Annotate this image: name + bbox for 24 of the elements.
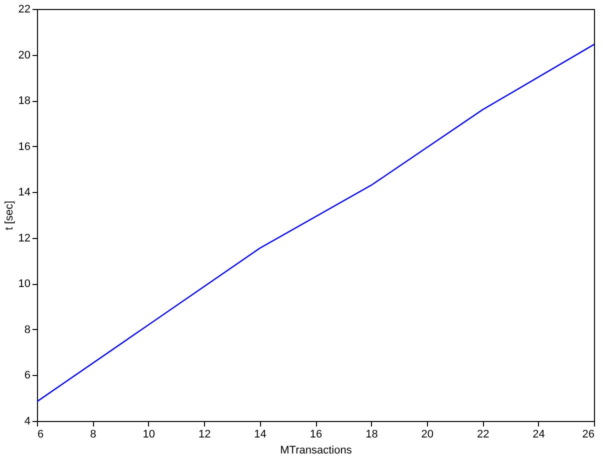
x-tick-label: 12 bbox=[198, 428, 211, 440]
x-tick-label: 6 bbox=[38, 428, 44, 440]
y-tick-label: 4 bbox=[24, 416, 30, 428]
x-tick-label: 22 bbox=[476, 428, 490, 440]
x-tick-label: 8 bbox=[90, 428, 96, 440]
x-tick-label: 14 bbox=[254, 428, 266, 440]
x-tick-label: 10 bbox=[142, 428, 156, 440]
y-tick-label: 22 bbox=[18, 4, 30, 16]
x-axis-title: MTransactions bbox=[280, 444, 352, 456]
x-tick-label: 26 bbox=[582, 428, 594, 440]
y-tick-label: 20 bbox=[18, 49, 30, 62]
y-tick-label: 18 bbox=[18, 95, 30, 108]
y-tick-label: 8 bbox=[24, 324, 30, 336]
x-tick-label: 20 bbox=[421, 428, 434, 440]
y-axis-title: t [sec] bbox=[3, 200, 16, 230]
y-tick-label: 14 bbox=[18, 186, 30, 199]
line-series bbox=[37, 44, 594, 402]
x-tick-label: 18 bbox=[366, 428, 378, 440]
y-tick-label: 6 bbox=[24, 370, 30, 382]
x-tick-label: 16 bbox=[310, 428, 322, 440]
y-tick-label: 12 bbox=[18, 232, 30, 244]
y-tick-label: 16 bbox=[18, 140, 30, 153]
y-tick-label: 10 bbox=[18, 278, 30, 290]
x-tick-label: 24 bbox=[532, 428, 545, 440]
